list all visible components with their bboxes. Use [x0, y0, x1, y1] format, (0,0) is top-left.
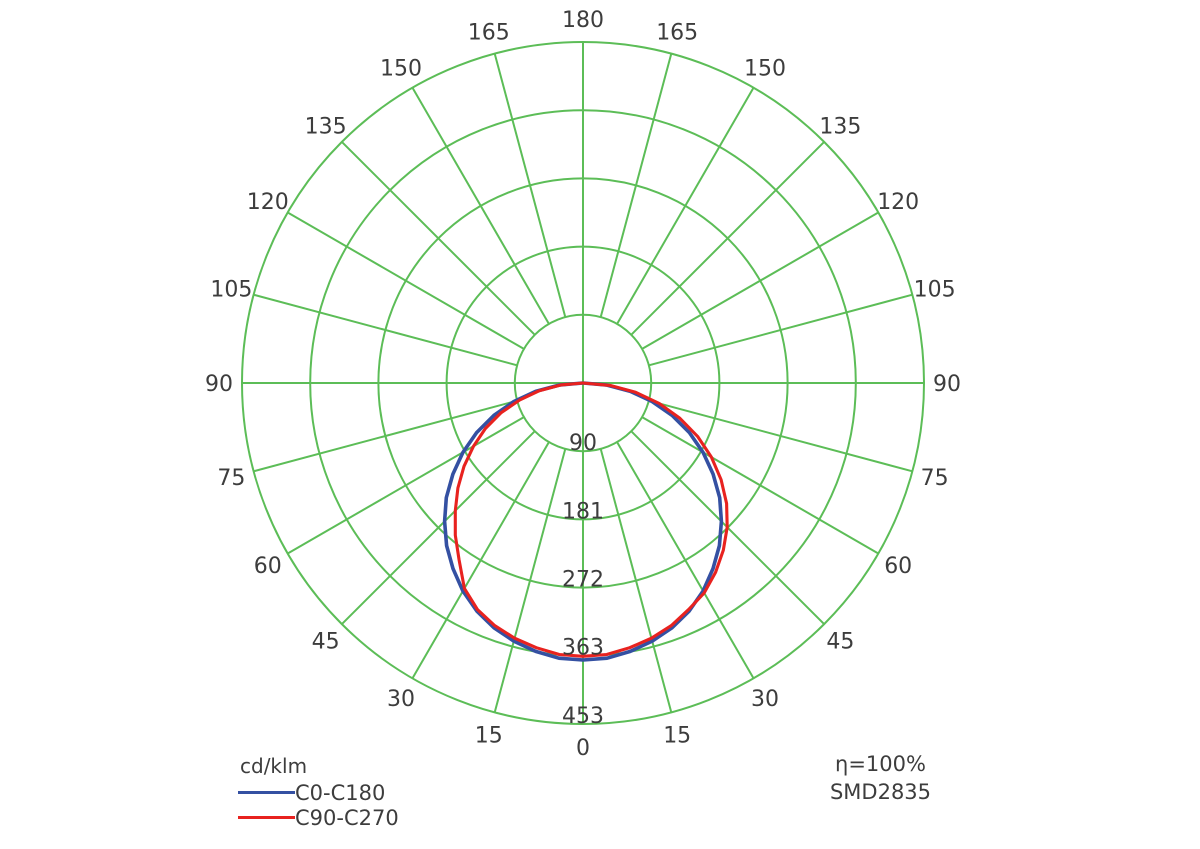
angle-label: 105 [210, 278, 252, 303]
grid-spoke [287, 211, 525, 350]
angle-label: 165 [468, 20, 510, 45]
radial-label: 453 [562, 704, 604, 729]
radial-label: 90 [569, 431, 597, 456]
angle-label: 15 [663, 724, 691, 749]
side-annotations: η=100% SMD2835 [813, 750, 948, 806]
grid-spoke [648, 293, 913, 367]
angle-label: 135 [305, 115, 347, 140]
angle-label: 30 [387, 687, 415, 712]
angle-label: 75 [217, 466, 245, 491]
radial-label: 272 [562, 568, 604, 593]
angle-label: 75 [921, 466, 949, 491]
grid-spoke [411, 87, 550, 325]
angle-label: 135 [819, 115, 861, 140]
grid-spoke [630, 141, 825, 336]
grid-spoke [641, 211, 879, 350]
legend-title: cd/klm [240, 754, 308, 778]
grid-spoke [493, 53, 567, 318]
grid-spoke [287, 416, 525, 555]
angle-label: 150 [744, 57, 786, 82]
legend-line-blue [238, 791, 295, 794]
angle-label: 150 [380, 57, 422, 82]
grid-spoke [616, 87, 755, 325]
grid-spoke [599, 448, 673, 713]
angle-label: 30 [751, 687, 779, 712]
angle-label: 90 [205, 372, 233, 397]
grid-spoke [341, 430, 536, 625]
angle-label: 60 [254, 554, 282, 579]
angle-label: 15 [475, 724, 503, 749]
angle-label: 180 [562, 8, 604, 33]
angle-label: 90 [933, 372, 961, 397]
angle-label: 60 [884, 554, 912, 579]
curve-c90-c270 [453, 381, 729, 658]
angle-label: 120 [877, 190, 919, 215]
grid-spoke [641, 416, 879, 555]
grid-spoke [616, 441, 755, 679]
grid-spoke [493, 448, 567, 713]
legend-label-c90-c270: C90-C270 [295, 805, 399, 830]
angle-label: 45 [312, 629, 340, 654]
radial-label: 181 [562, 499, 604, 524]
legend-label-c0-c180: C0-C180 [295, 780, 386, 805]
chart-legend: cd/klm C0-C180 C90-C270 [238, 755, 399, 830]
grid-spoke [599, 53, 673, 318]
angle-label: 0 [576, 736, 590, 761]
legend-item-c90-c270: C90-C270 [238, 805, 399, 830]
curve-c0-c180 [442, 381, 724, 662]
efficiency-text: η=100% [835, 752, 926, 776]
legend-item-c0-c180: C0-C180 [238, 780, 399, 805]
grid-spoke [253, 293, 518, 367]
angle-label: 45 [826, 629, 854, 654]
led-type-text: SMD2835 [829, 780, 932, 804]
grid-spoke [341, 141, 536, 336]
legend-line-red [238, 816, 295, 819]
grid-spoke [253, 399, 518, 473]
angle-label: 105 [914, 278, 956, 303]
grid-spoke [648, 399, 913, 473]
grid-spoke [411, 441, 550, 679]
angle-label: 120 [247, 190, 289, 215]
radial-label: 363 [562, 636, 604, 661]
angle-label: 165 [656, 20, 698, 45]
